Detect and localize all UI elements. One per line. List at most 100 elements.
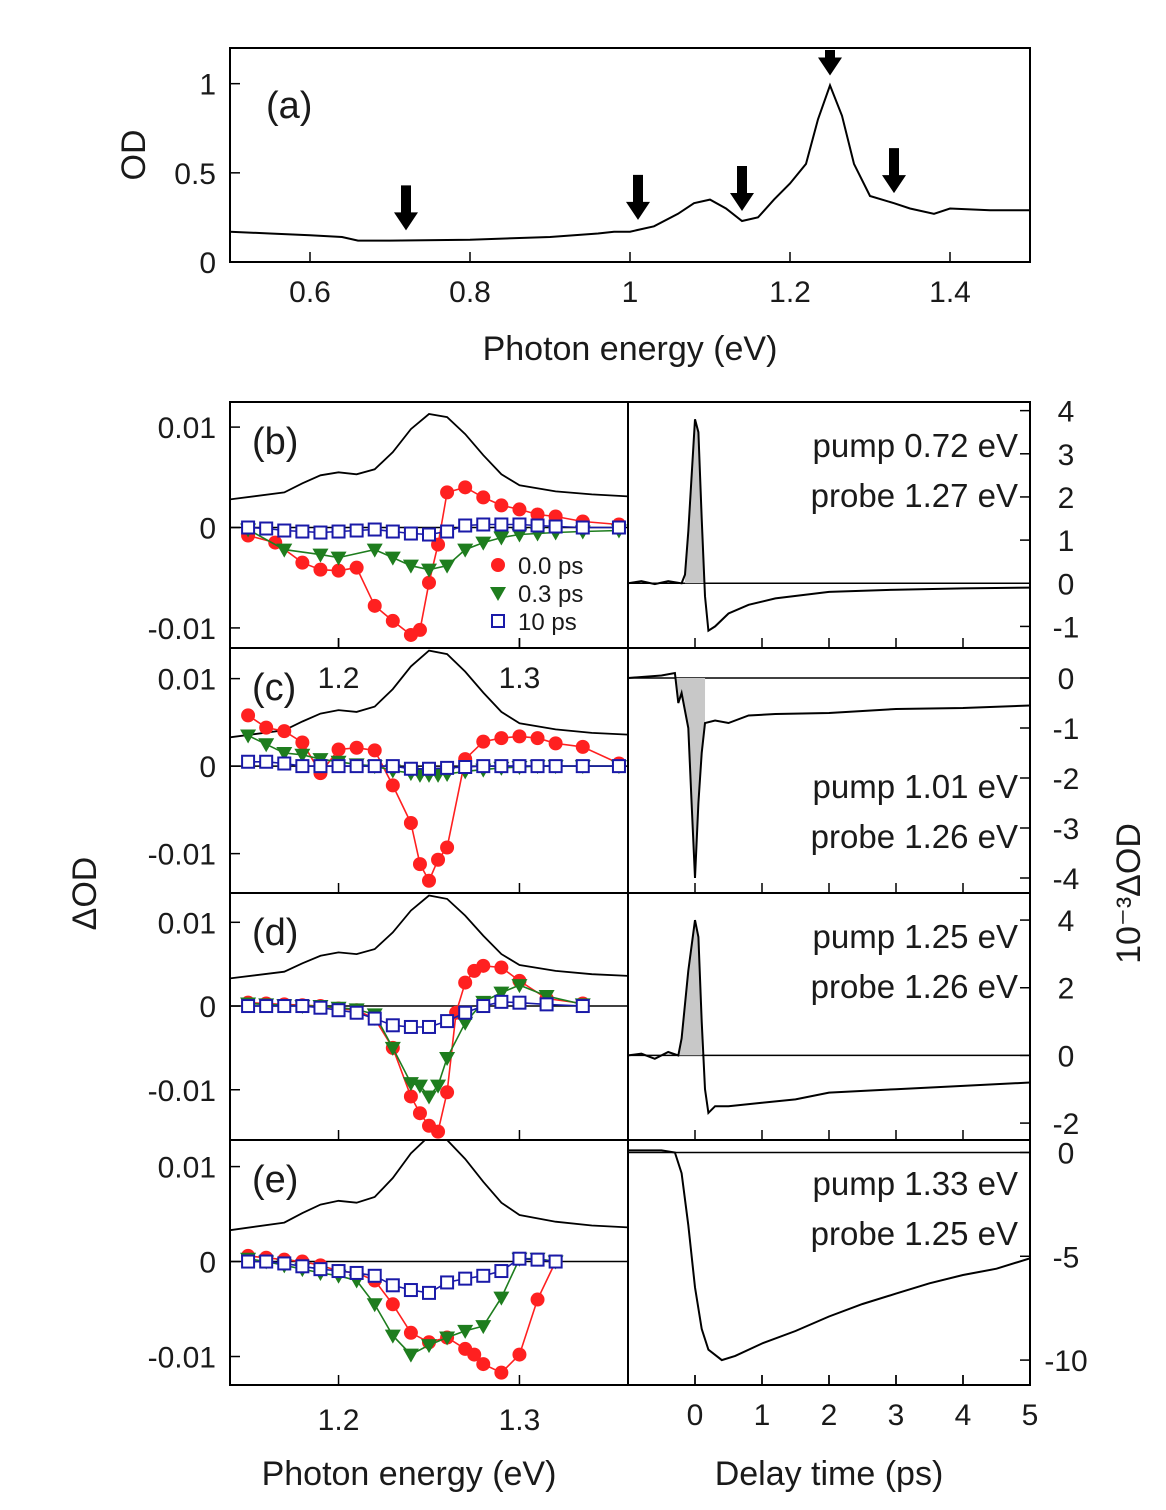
data-point xyxy=(277,999,292,1014)
arrow-marker xyxy=(394,185,418,231)
data-point xyxy=(403,1019,418,1034)
data-point xyxy=(403,816,418,830)
data-point xyxy=(530,759,545,774)
series-line xyxy=(247,1257,556,1356)
data-point xyxy=(277,1256,292,1271)
panel-label: (d) xyxy=(252,912,298,954)
panel-c: -0.01 0 0.01 (c) xyxy=(148,647,629,894)
data-point xyxy=(530,731,545,746)
data-point xyxy=(295,735,310,750)
probe-label: probe 1.27 eV xyxy=(811,477,1018,514)
probe-label: probe 1.25 eV xyxy=(811,1215,1018,1252)
data-point xyxy=(313,1000,328,1015)
data-point xyxy=(330,551,347,566)
panel-e-right: -10 -5 0 0 1 2 3 4 5 pump 1.33 eV probe 1.25 eV xyxy=(627,1137,1088,1432)
data-point xyxy=(475,1320,492,1335)
data-point xyxy=(575,739,590,754)
data-point xyxy=(367,1011,382,1026)
data-point xyxy=(277,756,292,771)
data-point xyxy=(493,1291,510,1306)
data-point xyxy=(412,1106,427,1121)
series-line xyxy=(628,671,1030,879)
y-axis-label: ΔOD xyxy=(66,857,104,931)
data-point xyxy=(440,524,455,539)
data-point xyxy=(512,502,527,517)
data-point xyxy=(241,999,256,1014)
data-point xyxy=(611,520,626,535)
series-trace xyxy=(230,82,1030,242)
data-point xyxy=(512,759,527,774)
data-point xyxy=(548,759,563,774)
data-point xyxy=(421,1339,437,1354)
data-point xyxy=(512,995,527,1010)
data-point xyxy=(277,523,292,538)
panel-label: (c) xyxy=(252,667,296,709)
absorption-reference-curve xyxy=(230,894,628,980)
data-point xyxy=(494,498,509,513)
data-point xyxy=(402,559,419,574)
data-point xyxy=(384,1329,401,1344)
data-point xyxy=(240,729,257,744)
y-tick-label: 0 xyxy=(1058,1137,1075,1170)
y-tick-label: 4 xyxy=(1058,905,1075,938)
data-point xyxy=(403,1283,418,1298)
data-point xyxy=(385,1018,400,1033)
panel-frame xyxy=(229,47,1031,263)
data-point xyxy=(511,979,528,994)
probe-label: probe 1.26 eV xyxy=(811,968,1018,1005)
arrow-marker xyxy=(730,165,754,211)
data-point xyxy=(422,527,436,542)
data-point xyxy=(258,738,275,753)
y-tick-label: -10 xyxy=(1044,1345,1087,1378)
y-tick-label: 0.5 xyxy=(174,158,216,191)
data-point xyxy=(313,1262,328,1277)
y-tick-label: -0.01 xyxy=(148,613,216,646)
data-point xyxy=(402,1348,419,1363)
data-point xyxy=(476,958,491,973)
data-point xyxy=(494,759,509,774)
data-point xyxy=(331,563,346,578)
y-tick-label: 0.01 xyxy=(158,412,216,445)
y-tick-label: 4 xyxy=(1058,396,1075,429)
panel-a: 0 0.5 1 0.6 0.8 1 1.2 1.4 (a) Photon energy (eV) O… xyxy=(115,47,1031,368)
data-point xyxy=(494,1365,509,1380)
y-tick-label: -2 xyxy=(1053,1108,1080,1141)
pump-label: pump 1.33 eV xyxy=(813,1165,1018,1202)
y-axis-label: 10⁻³ΔOD xyxy=(1110,823,1148,964)
data-point xyxy=(384,551,401,566)
data-point xyxy=(259,720,274,735)
data-point xyxy=(349,740,364,755)
legend-marker xyxy=(491,558,505,572)
x-tick-label: 1 xyxy=(754,1399,771,1432)
data-point xyxy=(611,759,626,774)
plot-area-c-right xyxy=(628,671,1030,879)
data-point xyxy=(295,759,310,774)
y-tick-label: 0 xyxy=(1058,1040,1075,1073)
series-line xyxy=(247,714,620,883)
data-point xyxy=(476,1357,491,1372)
y-tick-label: -0.01 xyxy=(148,1342,216,1375)
data-point xyxy=(313,759,328,774)
data-point xyxy=(421,1090,437,1105)
y-tick-label: 0 xyxy=(199,513,216,546)
data-point xyxy=(494,960,509,975)
series-trace xyxy=(628,671,1030,879)
data-point xyxy=(312,548,329,563)
data-point xyxy=(538,989,555,1004)
shaded-region xyxy=(674,673,706,878)
x-axis-label: Photon energy (eV) xyxy=(262,1455,557,1493)
x-tick-label: 3 xyxy=(888,1399,905,1432)
plot-area-e xyxy=(230,1140,628,1380)
data-point xyxy=(431,1124,446,1139)
data-point xyxy=(493,986,510,1001)
series-line xyxy=(248,1255,557,1374)
x-axis-label: Photon energy (eV) xyxy=(483,330,778,368)
data-point xyxy=(331,524,346,539)
data-point xyxy=(422,761,436,776)
data-point xyxy=(403,1325,418,1340)
data-point xyxy=(440,1085,455,1100)
x-tick-label: 1.4 xyxy=(929,276,971,309)
panel-e: -0.01 0 0.01 (e) xyxy=(148,1139,629,1386)
